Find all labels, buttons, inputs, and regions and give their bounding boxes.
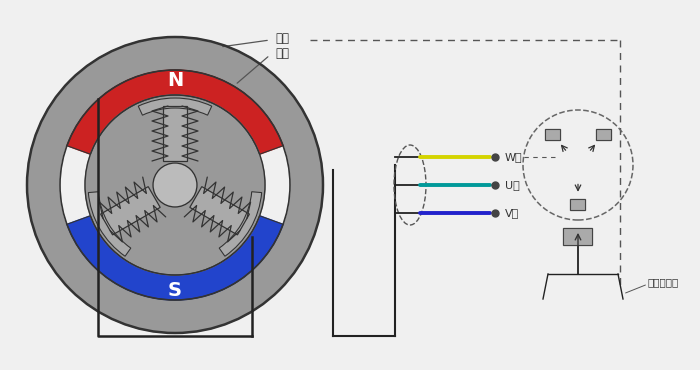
Wedge shape (138, 98, 212, 115)
Text: 位置传感器: 位置传感器 (648, 277, 679, 287)
Circle shape (60, 70, 290, 300)
Text: V相: V相 (505, 208, 519, 218)
Circle shape (153, 163, 197, 207)
Circle shape (85, 95, 265, 275)
Wedge shape (67, 216, 283, 300)
Polygon shape (163, 106, 187, 161)
Polygon shape (190, 186, 249, 235)
FancyBboxPatch shape (570, 199, 585, 210)
Text: 定子: 定子 (275, 47, 289, 60)
Text: N: N (167, 71, 183, 90)
FancyBboxPatch shape (545, 129, 560, 140)
Text: U相: U相 (505, 180, 519, 190)
Text: W相: W相 (505, 152, 523, 162)
Circle shape (27, 37, 323, 333)
Wedge shape (88, 192, 131, 256)
Text: S: S (168, 280, 182, 299)
Polygon shape (101, 186, 160, 235)
Wedge shape (219, 192, 262, 256)
Wedge shape (67, 70, 283, 154)
FancyBboxPatch shape (564, 228, 592, 245)
FancyBboxPatch shape (596, 129, 611, 140)
Text: 转子: 转子 (275, 31, 289, 44)
